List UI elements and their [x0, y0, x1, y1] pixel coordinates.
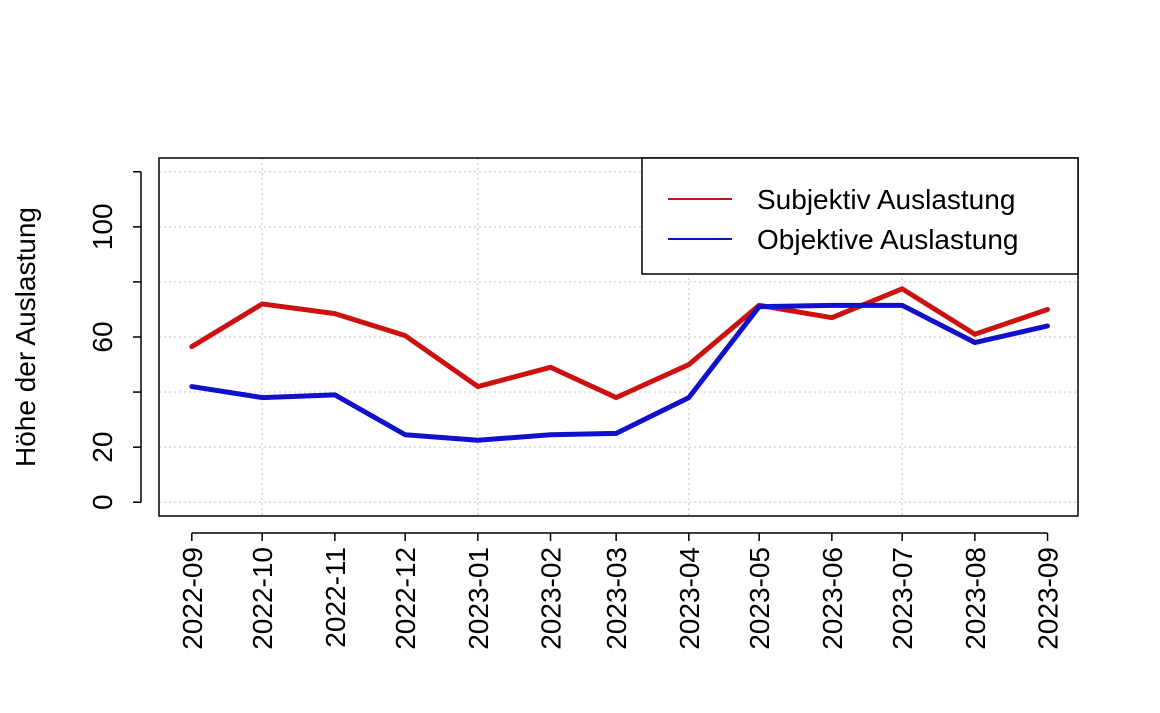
series-line-0: [189, 286, 1051, 401]
x-tick-label: 2023-02: [536, 547, 567, 650]
x-tick-label: 2023-01: [463, 547, 494, 650]
x-tick-label: 2023-05: [744, 547, 775, 650]
x-tick-label: 2023-08: [960, 547, 991, 650]
y-tick-label: 20: [87, 432, 118, 463]
x-tick-label: 2023-07: [887, 547, 918, 650]
plot-border: [158, 157, 1079, 517]
legend-box: [641, 157, 1079, 275]
x-tick-label: 2023-03: [601, 547, 632, 650]
x-tick-label: 2023-04: [674, 547, 705, 650]
y-tick-label: 100: [87, 203, 118, 250]
series-line-1: [189, 302, 1051, 443]
series-layer: [189, 286, 1051, 443]
legend-label: Subjektiv Auslastung: [757, 184, 1015, 215]
y-axis: 0 20 60 100: [87, 171, 142, 510]
x-tick-label: 2023-06: [817, 547, 848, 650]
x-tick-label: 2022-11: [320, 547, 351, 648]
y-axis-label: Höhe der Auslastung: [10, 207, 41, 467]
legend-label: Objektive Auslastung: [757, 224, 1019, 255]
x-tick-label: 2022-10: [247, 547, 278, 650]
x-tick-label: 2023-09: [1033, 547, 1064, 650]
legend: Subjektiv Auslastung Objektive Auslastung: [641, 157, 1079, 275]
x-tick-label: 2022-09: [177, 547, 208, 650]
x-tick-label: 2022-12: [390, 547, 421, 650]
y-tick-label: 60: [87, 321, 118, 352]
x-axis: 2022-09 2022-10 2022-11 2022-12 2023-01 2023-…: [177, 532, 1064, 650]
y-tick-label: 0: [87, 494, 118, 510]
